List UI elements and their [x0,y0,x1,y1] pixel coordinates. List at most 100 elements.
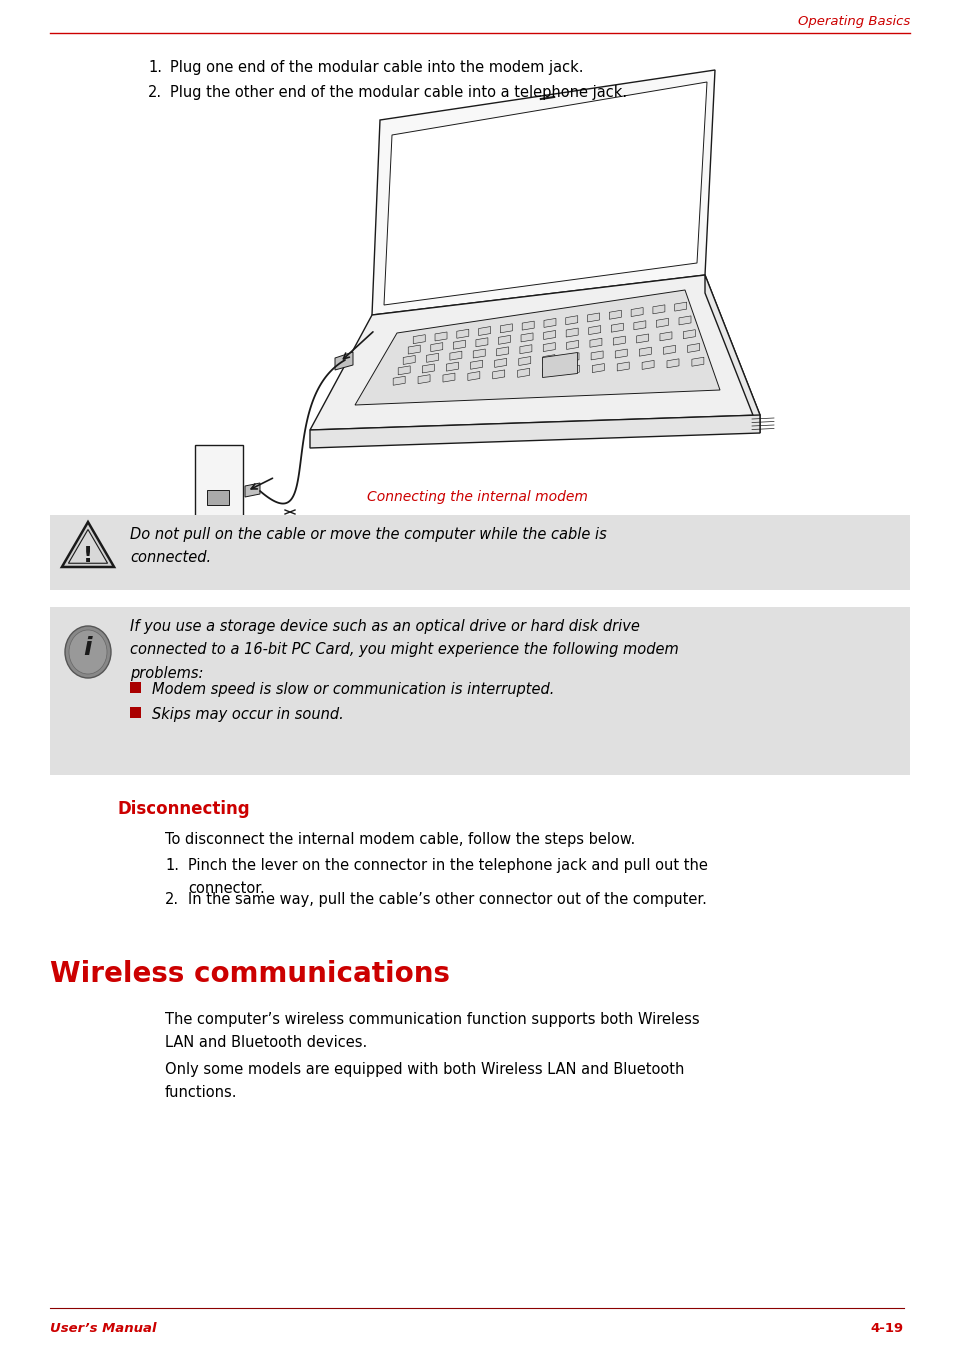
Polygon shape [435,332,447,340]
Polygon shape [450,351,461,361]
Polygon shape [542,353,577,377]
Ellipse shape [69,630,107,674]
Bar [130,682,141,693]
Polygon shape [641,361,654,369]
Polygon shape [691,357,703,366]
Polygon shape [589,338,601,347]
Polygon shape [613,336,624,345]
Bar [130,707,141,717]
Polygon shape [426,354,438,362]
Polygon shape [543,319,556,327]
Text: Do not pull on the cable or move the computer while the cable is
connected.: Do not pull on the cable or move the com… [130,527,606,566]
Polygon shape [453,340,465,349]
Polygon shape [69,530,108,563]
Polygon shape [652,305,664,313]
Polygon shape [478,327,490,335]
Polygon shape [611,323,622,332]
Polygon shape [431,343,442,351]
Text: If you use a storage device such as an optical drive or hard disk drive
connecte: If you use a storage device such as an o… [130,619,678,681]
Polygon shape [609,311,620,319]
Text: !: ! [83,546,93,566]
Polygon shape [355,290,720,405]
Polygon shape [397,366,410,374]
Text: Skips may occur in sound.: Skips may occur in sound. [152,707,343,721]
Text: 1.: 1. [165,858,179,873]
Text: Disconnecting: Disconnecting [118,800,251,817]
Polygon shape [497,347,508,355]
Text: Connecting the internal modem: Connecting the internal modem [366,490,587,504]
Polygon shape [587,313,598,322]
Text: Pinch the lever on the connector in the telephone jack and pull out the
connecto: Pinch the lever on the connector in the … [188,858,707,896]
Polygon shape [656,319,668,327]
Polygon shape [456,330,468,338]
Polygon shape [446,362,458,372]
Polygon shape [687,343,699,353]
Polygon shape [62,521,114,567]
Polygon shape [682,330,695,339]
Polygon shape [442,373,455,382]
Polygon shape [470,361,482,369]
Polygon shape [519,345,532,354]
Text: The computer’s wireless communication function supports both Wireless
LAN and Bl: The computer’s wireless communication fu… [165,1012,699,1050]
Polygon shape [310,276,760,430]
Polygon shape [310,415,760,449]
Text: 4-19: 4-19 [870,1323,903,1335]
Polygon shape [674,303,686,311]
Polygon shape [662,346,675,354]
Polygon shape [542,343,555,351]
Polygon shape [500,324,512,332]
Polygon shape [521,322,534,330]
Text: Operating Basics: Operating Basics [797,15,909,28]
Polygon shape [633,320,645,330]
Polygon shape [408,345,419,354]
Polygon shape [517,369,529,377]
Polygon shape [335,353,353,370]
Polygon shape [467,372,479,381]
Polygon shape [413,335,425,343]
Polygon shape [565,328,578,336]
Bar [194,444,243,523]
Text: i: i [84,636,92,661]
Text: Plug the other end of the modular cable into a telephone jack.: Plug the other end of the modular cable … [170,85,626,100]
Polygon shape [393,376,405,385]
Text: Modem speed is slow or communication is interrupted.: Modem speed is slow or communication is … [152,682,554,697]
Text: To disconnect the internal modem cable, follow the steps below.: To disconnect the internal modem cable, … [165,832,635,847]
Polygon shape [476,338,487,347]
Polygon shape [543,331,555,339]
Polygon shape [566,353,578,362]
Bar [50,607,909,775]
Polygon shape [492,370,504,378]
Polygon shape [565,316,578,324]
Text: In the same way, pull the cable’s other connector out of the computer.: In the same way, pull the cable’s other … [188,892,706,907]
Polygon shape [636,334,648,343]
Polygon shape [473,349,485,358]
Polygon shape [372,70,714,315]
Polygon shape [659,332,671,340]
Text: 2.: 2. [165,892,179,907]
Polygon shape [384,82,706,305]
Polygon shape [417,374,430,384]
Text: User’s Manual: User’s Manual [50,1323,156,1335]
Polygon shape [542,355,555,363]
Bar [50,515,909,590]
Text: Only some models are equipped with both Wireless LAN and Bluetooth
functions.: Only some models are equipped with both … [165,1062,683,1100]
Ellipse shape [65,626,111,678]
Polygon shape [245,484,260,497]
Polygon shape [592,363,603,373]
Polygon shape [422,363,434,373]
Polygon shape [566,340,578,350]
Polygon shape [518,357,530,366]
Text: 2.: 2. [148,85,162,100]
Polygon shape [520,332,533,342]
Polygon shape [498,335,510,345]
Text: 1.: 1. [148,59,162,76]
Polygon shape [617,362,629,372]
Polygon shape [567,365,578,374]
Polygon shape [704,276,760,434]
Polygon shape [615,349,626,358]
Polygon shape [494,358,506,367]
Text: Wireless communications: Wireless communications [50,961,450,988]
Bar [207,490,229,505]
Text: Plug one end of the modular cable into the modem jack.: Plug one end of the modular cable into t… [170,59,583,76]
Polygon shape [403,355,415,365]
